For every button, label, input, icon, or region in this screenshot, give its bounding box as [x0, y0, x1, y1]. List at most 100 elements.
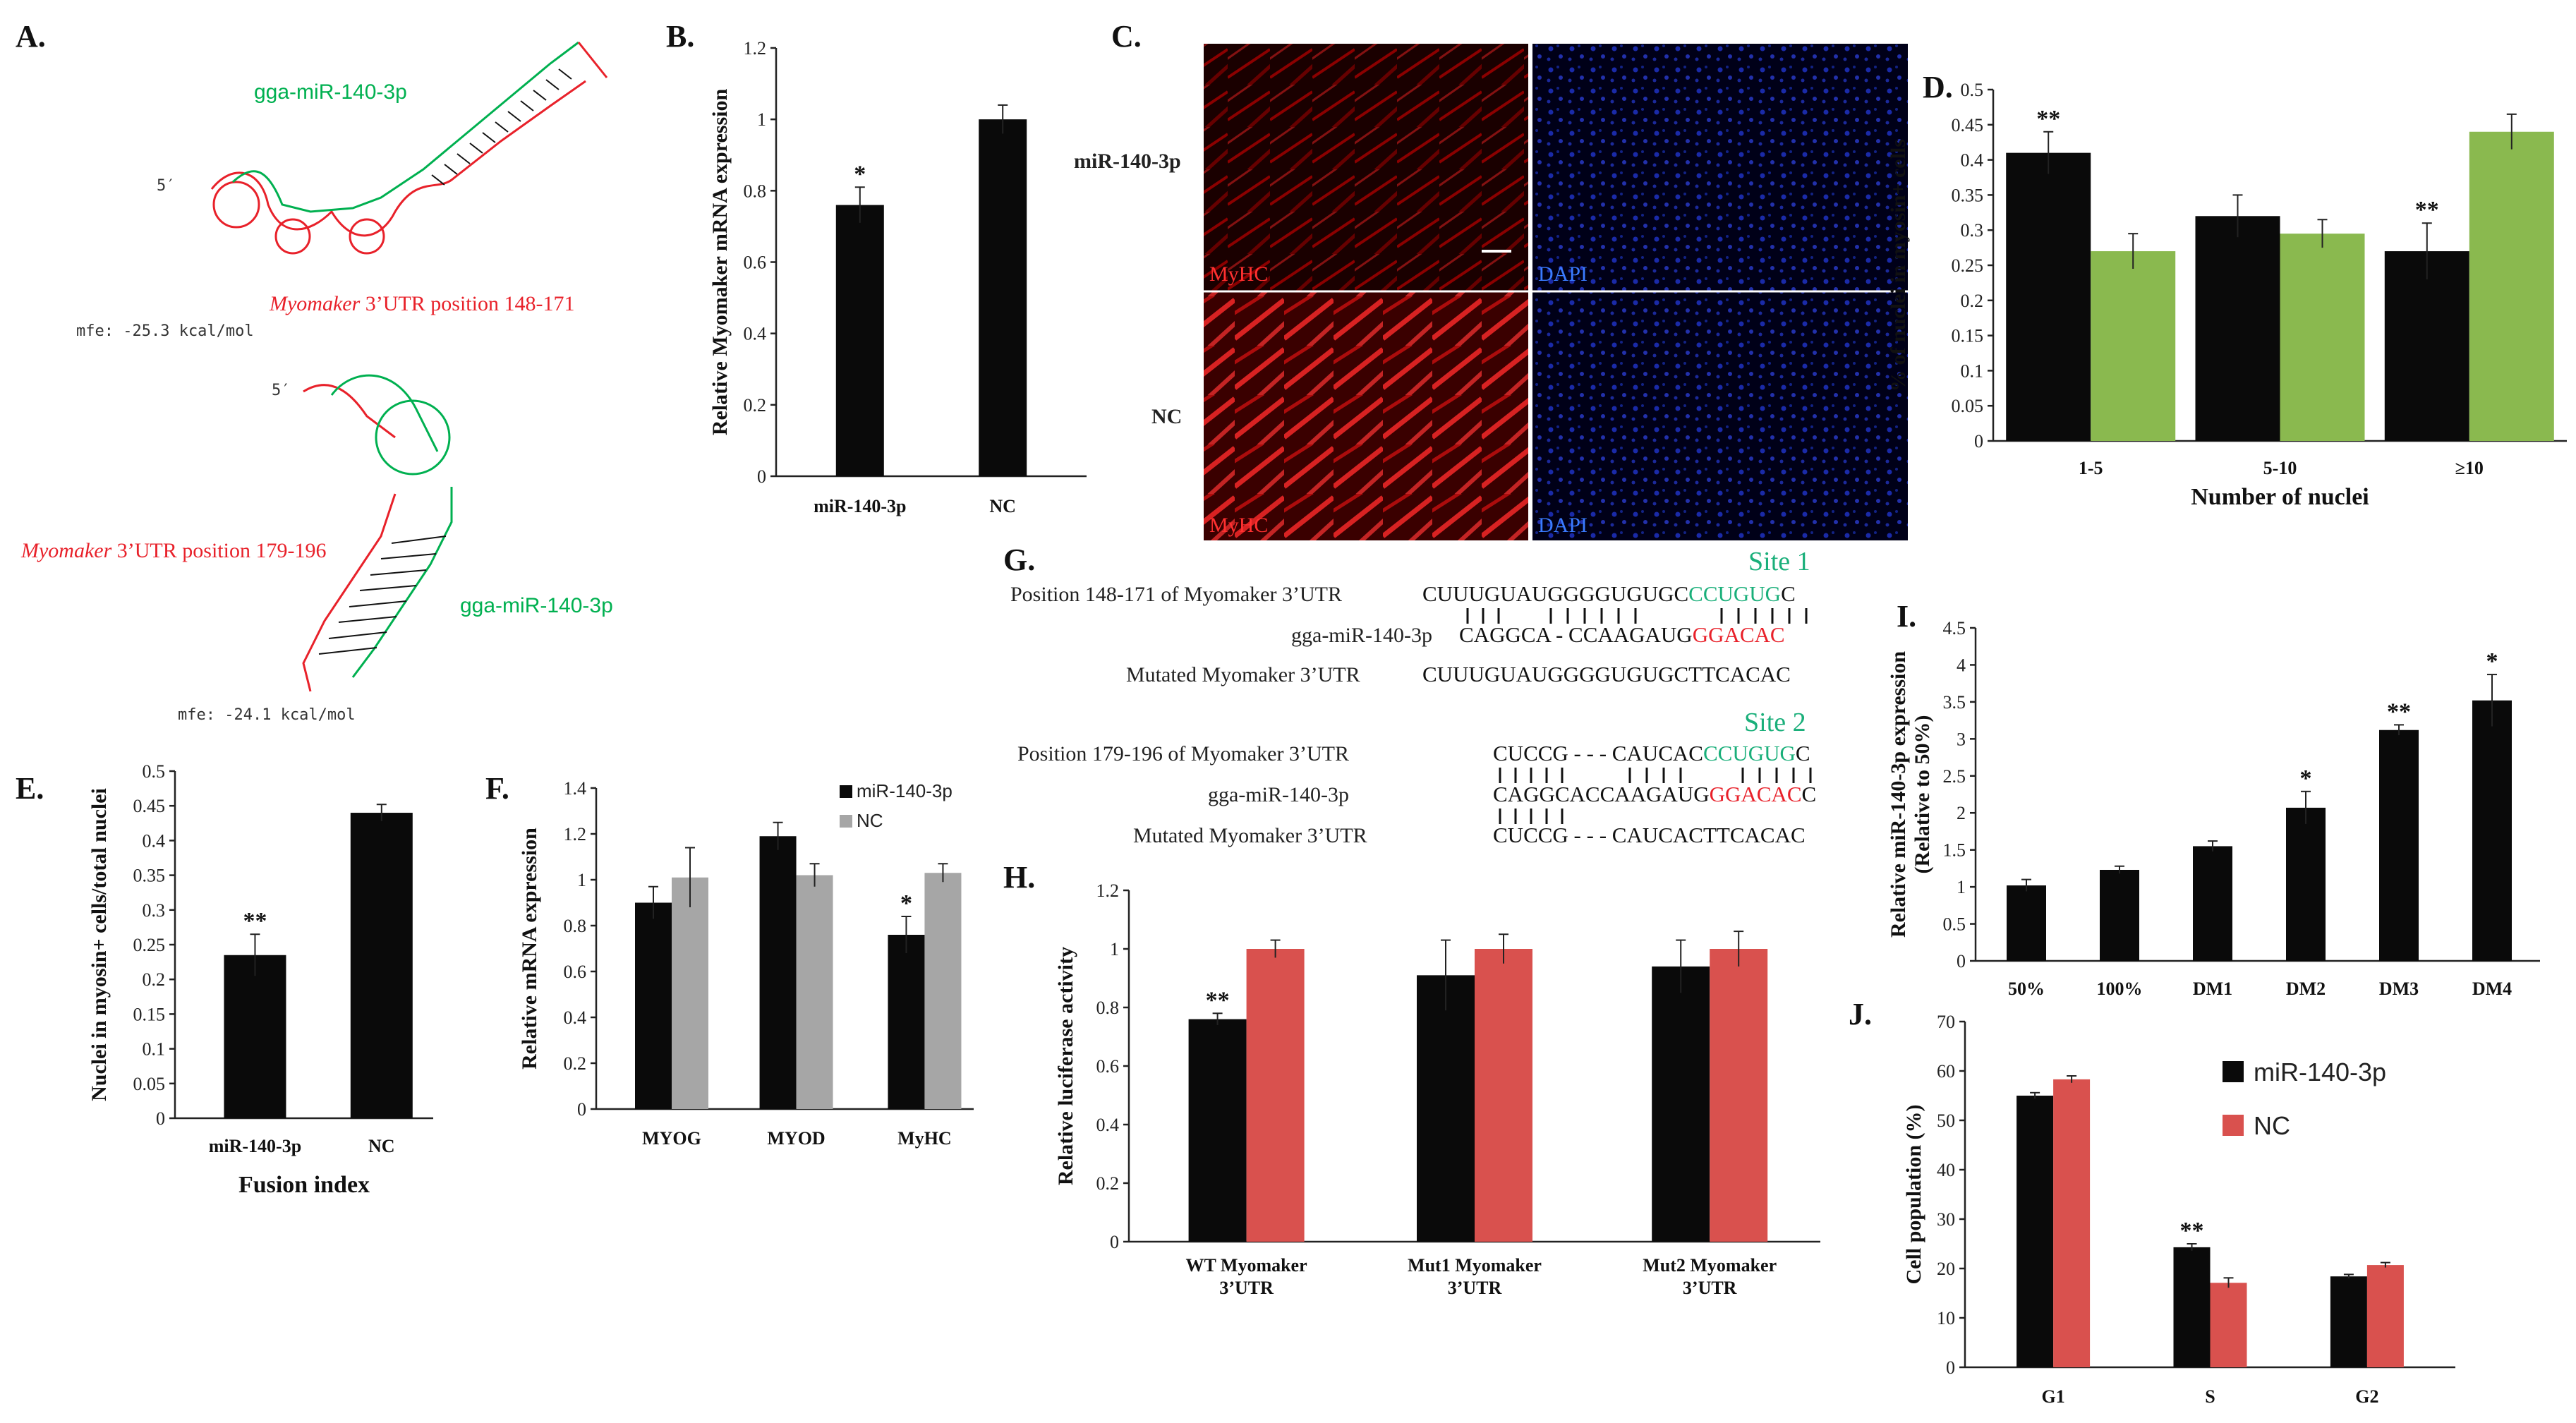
bar: [2195, 216, 2280, 441]
image-mir-dapi: [1532, 44, 1908, 291]
y-tick-label: 0.4: [143, 830, 166, 851]
y-axis-label-line: Cell population (%): [1902, 1104, 1925, 1284]
y-axis-label: Cell population (%): [1902, 1104, 1925, 1284]
legend-f: miR-140-3p NC: [840, 780, 953, 831]
significance-marker: **: [2180, 1218, 2204, 1244]
category-label-line: DM3: [2379, 979, 2419, 999]
bar: [1475, 949, 1532, 1242]
utr-label-2: Myomaker 3’UTR position 179-196: [20, 539, 326, 562]
bar: [350, 813, 413, 1118]
site1-seq-1: CAGGCA - CCAAGAUGGGACAC: [1459, 622, 1785, 647]
category-label: NC: [989, 496, 1016, 516]
y-tick-label: 0: [1957, 951, 1966, 971]
bar: [2286, 807, 2326, 961]
y-tick-label: 0.6: [744, 253, 767, 273]
y-tick-label: 0.3: [1961, 220, 1984, 241]
site1-seq-0: CUUUGUAUGGGGUGUGCCCUGUGC: [1422, 581, 1796, 606]
y-tick-label: 0.4: [564, 1007, 587, 1028]
rna-structure-site2: 5′ Myomaker 3’UTR position 179-196 gga-m…: [20, 374, 613, 724]
y-axis-label: Relative mRNA expression: [518, 828, 541, 1070]
y-tick-label: 0.15: [133, 1004, 166, 1024]
category-label-line: WT Myomaker: [1186, 1255, 1307, 1276]
y-tick-label: 0.5: [1943, 914, 1966, 935]
five-prime-1: 5′: [157, 177, 176, 195]
y-tick-label: 0: [1974, 431, 1983, 452]
bar: [2366, 1265, 2404, 1367]
y-tick-label: 0.05: [1952, 396, 1984, 416]
site2-seq-2: CUCCG - - - CAUCACTTCACAC: [1493, 823, 1806, 847]
y-tick-label: 0.05: [133, 1074, 166, 1094]
bar: [759, 836, 797, 1109]
y-tick-label: 0: [156, 1108, 165, 1129]
mir-label-1: gga-miR-140-3p: [254, 80, 407, 104]
category-label: 50%: [2008, 979, 2045, 999]
label-myhc-2: MyHC: [1209, 514, 1268, 537]
bar: [2016, 1096, 2054, 1367]
y-tick-label: 2: [1957, 803, 1966, 823]
y-axis-label-line: (Relative to 50%): [1911, 715, 1934, 874]
y-tick-label: 70: [1937, 1012, 1955, 1032]
y-tick-label: 0.45: [133, 796, 166, 816]
y-tick-label: 0.5: [143, 761, 166, 782]
category-label-line: NC: [989, 496, 1016, 516]
y-tick-label: 60: [1937, 1061, 1955, 1082]
y-tick-label: 0.6: [1096, 1056, 1120, 1077]
legend-f-swatch-0: [840, 785, 852, 798]
bar: [1188, 1019, 1247, 1242]
category-label-line: Mut1 Myomaker: [1408, 1255, 1542, 1276]
image-mir-myhc: [1204, 44, 1528, 291]
y-tick-label: 0.5: [1961, 80, 1984, 100]
y-tick-label: 0.6: [564, 962, 587, 982]
microscopy-panel: miR-140-3p NC MyHC DAPI MyHC DAPI: [1074, 44, 1908, 540]
y-tick-label: 1: [1110, 939, 1119, 959]
bar: [635, 902, 672, 1109]
site1-label-2: Mutated Myomaker 3’UTR: [1126, 663, 1360, 686]
significance-marker: **: [1206, 987, 1230, 1013]
chart-h-luciferase: 0 0.2 0.4 0.6 0.8 1 1.2 Relative luciferase act…: [1054, 880, 1820, 1298]
y-tick-label: 0.4: [1096, 1115, 1120, 1135]
category-label: 100%: [2097, 979, 2143, 999]
y-tick-label: 30: [1937, 1209, 1955, 1230]
category-label: G2: [2355, 1386, 2378, 1407]
y-tick-label: 0.4: [744, 324, 767, 344]
image-nc-myhc: [1204, 292, 1528, 540]
bar: [2472, 700, 2512, 961]
y-tick-label: 0.4: [1961, 150, 1984, 171]
label-dapi-2: DAPI: [1538, 514, 1588, 537]
y-tick-label: 4.5: [1943, 618, 1966, 638]
y-axis-label: % of nuclei in myosin+ cells: [1887, 139, 1910, 392]
pairing-lines-site2: [1499, 768, 1812, 824]
y-tick-label: 0.2: [143, 969, 166, 990]
bar: [2193, 846, 2232, 961]
mfe-2: mfe: -24.1 kcal/mol: [178, 706, 356, 724]
significance-marker: *: [900, 890, 912, 916]
bar: [2469, 131, 2554, 441]
category-label-line: 100%: [2097, 979, 2143, 999]
y-tick-label: 0.1: [1961, 361, 1984, 381]
category-label: 5-10: [2263, 458, 2297, 478]
category-label-line: miR-140-3p: [814, 496, 906, 516]
category-label-line: 1-5: [2079, 458, 2103, 478]
legend-j-swatch-0: [2223, 1061, 2244, 1082]
bar: [2280, 234, 2365, 441]
category-label-line: miR-140-3p: [209, 1136, 301, 1156]
chart-e-fusion-index: 0 0.05 0.1 0.15 0.2 0.25 0.3 0.35 0.4 0.45 0.5 Nucl…: [87, 761, 433, 1198]
y-tick-label: 0: [1110, 1232, 1119, 1252]
category-label: MYOD: [767, 1128, 825, 1149]
category-label: Mut1 Myomaker 3’UTR: [1408, 1255, 1542, 1298]
y-tick-label: 0.2: [744, 395, 767, 416]
y-axis-label-line: Relative miR-140-3p expression: [1887, 651, 1910, 938]
legend-f-label-1: NC: [857, 810, 883, 831]
chart-i-mir-expression: 0 0.5 1 1.5 2 2.5 3 3.5 4 4.5 Relative miR-140-3p …: [1887, 618, 2540, 999]
category-label-line: G1: [2041, 1386, 2064, 1407]
panel-label-d: D.: [1923, 70, 1953, 104]
loop-2: [274, 218, 311, 255]
bar: [2053, 1079, 2091, 1367]
x-axis-label: Fusion index: [238, 1172, 370, 1198]
category-label-line: MyHC: [897, 1128, 952, 1149]
y-tick-label: 1.4: [564, 778, 587, 799]
bar: [2384, 251, 2469, 441]
bar: [224, 955, 286, 1118]
y-tick-label: 1.5: [1943, 840, 1966, 861]
row-label-nc: NC: [1151, 405, 1182, 428]
